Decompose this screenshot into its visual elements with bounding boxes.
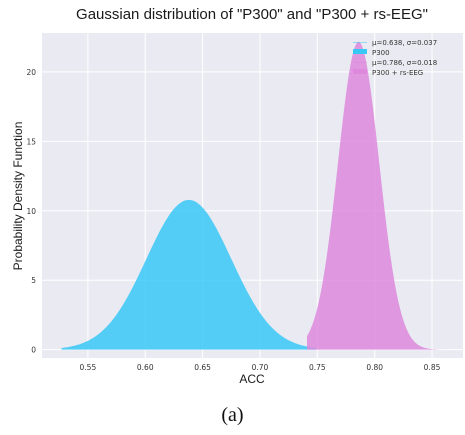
legend-area-label: P300 + rs-EEG: [372, 69, 423, 77]
y-ticks: 0 5 10 15 20: [26, 68, 36, 355]
y-tick-label: 10: [26, 207, 36, 216]
y-tick-label: 5: [31, 276, 36, 285]
chart-title: Gaussian distribution of "P300" and "P30…: [76, 6, 428, 23]
x-tick-label: 0.60: [137, 363, 154, 372]
x-ticks: 0.55 0.60 0.65 0.70 0.75 0.80 0.85: [80, 363, 441, 372]
legend-area-swatch: [353, 49, 367, 54]
legend-line-label: μ=0.786, σ=0.018: [372, 59, 437, 67]
legend-area-swatch: [353, 69, 367, 74]
series-area-1: [61, 199, 317, 350]
x-tick-label: 0.65: [194, 363, 211, 372]
legend-area-label: P300: [372, 49, 390, 57]
x-tick-label: 0.85: [424, 363, 441, 372]
x-tick-label: 0.80: [366, 363, 383, 372]
series-area-2: [306, 41, 444, 350]
legend-line-label: μ=0.638, σ=0.037: [372, 39, 437, 47]
chart-areas: [61, 41, 444, 350]
y-tick-label: 0: [31, 346, 36, 355]
y-tick-label: 15: [26, 137, 36, 146]
y-tick-label: 20: [26, 68, 36, 77]
figure-caption: (a): [221, 404, 244, 426]
x-tick-label: 0.70: [252, 363, 269, 372]
x-axis-label: ACC: [239, 372, 265, 386]
legend: μ=0.638, σ=0.037 P300 μ=0.786, σ=0.018 P300…: [353, 39, 437, 77]
y-axis-label: Probability Density Function: [11, 122, 25, 271]
x-tick-label: 0.55: [80, 363, 97, 372]
x-tick-label: 0.75: [309, 363, 326, 372]
